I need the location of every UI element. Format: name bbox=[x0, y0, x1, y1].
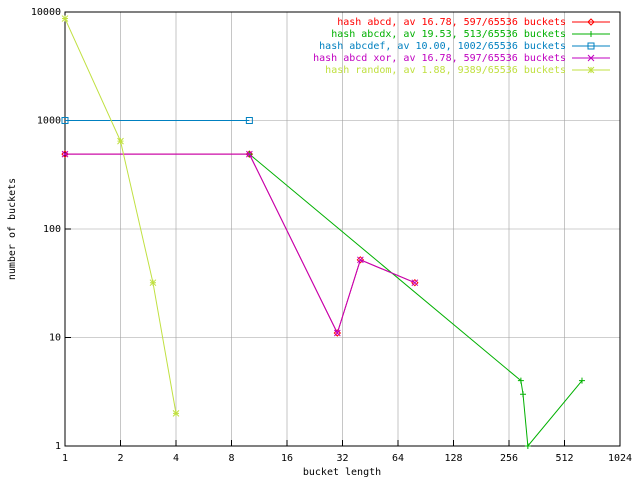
point bbox=[333, 329, 341, 337]
y-axis-label: number of buckets bbox=[7, 178, 18, 280]
legend-label: hash random, av 1.88, 9389/65536 buckets bbox=[325, 65, 566, 76]
point bbox=[520, 391, 527, 398]
point bbox=[61, 150, 69, 158]
series bbox=[61, 150, 419, 337]
series bbox=[61, 117, 253, 124]
y-tick-label: 1 bbox=[55, 441, 61, 452]
series bbox=[61, 15, 180, 417]
x-tick-label: 2 bbox=[117, 453, 123, 464]
x-tick-label: 32 bbox=[336, 453, 348, 464]
series bbox=[61, 150, 419, 337]
point bbox=[578, 377, 585, 384]
point bbox=[411, 279, 419, 287]
point bbox=[172, 409, 180, 417]
y-tick-label: 10 bbox=[49, 333, 61, 344]
point bbox=[357, 256, 364, 264]
x-tick-label: 4 bbox=[173, 453, 179, 464]
line bbox=[65, 153, 416, 335]
point bbox=[245, 117, 253, 124]
x-axis-label: bucket length bbox=[303, 467, 381, 478]
point bbox=[117, 137, 124, 145]
y-tick-label: 1000 bbox=[37, 116, 61, 127]
legend-label: hash abcd, av 16.78, 597/65536 buckets bbox=[337, 17, 566, 28]
line bbox=[249, 153, 583, 448]
legend-marker bbox=[587, 18, 595, 26]
x-tick-label: 8 bbox=[228, 453, 234, 464]
x-tick-label: 16 bbox=[281, 453, 293, 464]
point bbox=[524, 443, 531, 449]
point bbox=[61, 15, 69, 22]
x-tick-label: 1024 bbox=[608, 453, 632, 464]
point bbox=[517, 377, 524, 384]
line bbox=[64, 18, 177, 414]
line bbox=[65, 153, 416, 335]
plot-border bbox=[64, 11, 621, 447]
series bbox=[246, 151, 585, 449]
x-tick-label: 256 bbox=[500, 453, 518, 464]
y-tick-label: 10000 bbox=[31, 7, 61, 18]
point bbox=[61, 150, 69, 158]
point bbox=[333, 329, 342, 337]
legend-label: hash abcdx, av 19.53, 513/65536 buckets bbox=[331, 29, 566, 40]
x-tick-label: 1 bbox=[62, 453, 68, 464]
x-tick-label: 64 bbox=[392, 453, 404, 464]
x-tick-label: 512 bbox=[555, 453, 573, 464]
legend-marker bbox=[587, 66, 595, 74]
legend-label: hash abcd xor, av 16.78, 597/65536 bucke… bbox=[313, 53, 566, 64]
point bbox=[149, 279, 157, 287]
legend-marker bbox=[587, 42, 595, 50]
x-tick-label: 128 bbox=[444, 453, 462, 464]
legend-label: hash abcdef, av 10.00, 1002/65536 bucket… bbox=[319, 41, 566, 52]
point bbox=[245, 150, 254, 158]
point bbox=[61, 117, 69, 124]
point bbox=[246, 150, 253, 158]
legend-marker bbox=[587, 54, 595, 62]
point bbox=[356, 256, 365, 264]
y-tick-label: 100 bbox=[43, 224, 61, 235]
